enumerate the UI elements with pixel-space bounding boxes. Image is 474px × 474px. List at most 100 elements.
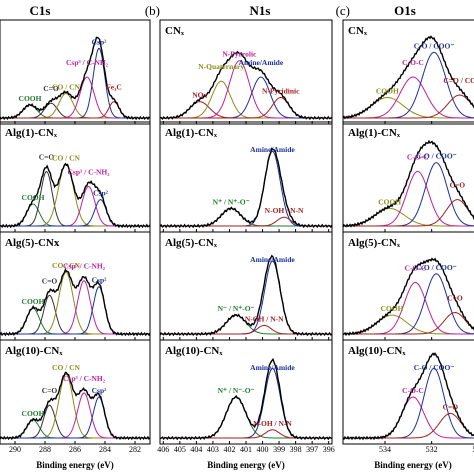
component-peak (343, 273, 474, 335)
x-tick-label: 406 (157, 445, 169, 454)
envelope-curve (160, 147, 332, 229)
panel-frame (342, 19, 474, 125)
c1s-title: C1s (30, 3, 51, 18)
peak-label: COOH (22, 297, 45, 306)
sample-label: Alg(1)-CNₓ (165, 127, 218, 139)
spectrum-panel: COOH C-O-CC-O / COO⁻ C=O Alg(1)-CNₓ (342, 121, 474, 233)
panel-frame (342, 339, 474, 445)
x-tick-label: 530 (472, 445, 474, 454)
peak-label: Csp² (92, 37, 108, 46)
x-tick-label: 405 (174, 445, 186, 454)
peak-label: N-OH / N-N (245, 314, 284, 323)
component-peak (0, 307, 150, 335)
sample-label: Alg(5)-CNₓ (348, 237, 401, 249)
sample-label: Alg(1)-CNₓ (5, 127, 58, 139)
peak-label: N-OH / N-N (265, 206, 304, 215)
panel-b-letter: (b) (145, 3, 160, 18)
component-peak (160, 216, 332, 227)
x-tick-label: 284 (99, 445, 111, 454)
n1s-title: N1s (250, 3, 271, 18)
peak-label: Csp² (92, 276, 108, 285)
peak-label: CO / CN (52, 363, 81, 372)
peak-label: N-Pyrrolic (222, 50, 257, 59)
x-tick-label: 403 (207, 445, 219, 454)
peak-label: CO / CN (52, 261, 81, 270)
envelope-curve (0, 371, 150, 441)
sample-label: Alg(10)-CNₓ (165, 345, 223, 357)
peak-label: C-O / COO⁻ (414, 41, 455, 50)
spectrum-panel: N⁺ / N⁻-O⁻ Amine/Amide N-OH / N-N Alg(10)-C… (159, 339, 333, 445)
sample-label: CNₓ (348, 25, 368, 37)
peak-label: COOH (378, 197, 401, 206)
peak-label: Csp³ / C-NH₂ (66, 58, 109, 67)
sample-label: CNₓ (165, 25, 185, 37)
peak-label: C=O (39, 152, 55, 161)
peak-label: Amine/Amide (250, 363, 295, 372)
peak-label: N⁻ / N⁺-O⁻ (218, 304, 255, 313)
x-tick-label: 290 (9, 445, 21, 454)
envelope-curve (0, 268, 150, 337)
x-tick-label: 404 (190, 445, 202, 454)
spectrum-panel: C-O-C C-O / COO⁻ C=O Alg(10)-CNₓ (342, 339, 474, 445)
peak-label: Csp² (92, 386, 108, 395)
o1s-title: O1s (394, 3, 416, 18)
envelope-curve (343, 139, 474, 228)
x-tick-label: 398 (290, 445, 302, 454)
envelope-curve (343, 257, 474, 337)
peak-label: Amine/Amide (250, 145, 295, 154)
component-peak (160, 367, 332, 439)
peak-label: Csp² (93, 189, 109, 198)
spectrum-panel: N⁻ / N⁺-O⁻ Amine/Amide N-OH / N-N Alg(5)-CN… (159, 231, 333, 341)
component-peak (343, 311, 474, 335)
x-tick-label: 396 (323, 445, 335, 454)
peak-label: C-O / COO⁻ (416, 263, 457, 272)
panel-c-letter: (c) (336, 3, 350, 18)
x-tick-label: 399 (273, 445, 285, 454)
peak-label: N⁺ / N⁻-O⁻ (218, 386, 255, 395)
panel-grid: COOH C=O CO / CN Csp³ / C-NH₂ Csp² Fe₃C COOH C=… (0, 19, 474, 470)
peak-label: C=O (443, 402, 459, 411)
component-peak (160, 150, 332, 227)
component-peak (343, 97, 474, 119)
peak-label: C=O (42, 386, 58, 395)
peak-label: N-Quaternary (198, 62, 244, 71)
panel-plot-area: N⁺ / N⁺-O⁻ Amine/Amide N-OH / N-N (160, 145, 332, 229)
peak-label: Fe₃C (106, 83, 122, 92)
peak-label: N⁺ / N⁺-O⁻ (213, 197, 250, 206)
peak-label: Amine/Amide (250, 255, 295, 264)
peak-label: C=O / CO (443, 76, 474, 85)
peak-label: COOH (22, 409, 45, 418)
peak-label: C-O-C (404, 263, 426, 272)
x-axis-title: Binding energy (eV) (36, 460, 114, 470)
x-tick-label: 397 (306, 445, 318, 454)
sample-label: Alg(1)-CNₓ (348, 127, 401, 139)
envelope-curve (160, 357, 332, 441)
panel-plot-area: N⁻ / N⁺-O⁻ Amine/Amide N-OH / N-N (160, 254, 332, 337)
peak-label: Amine/Amide (239, 58, 284, 67)
x-tick-label: 401 (240, 445, 252, 454)
peak-label: N-Pyridinic (262, 87, 300, 96)
spectrum-panel: COOH C-O-C C-O / COO⁻ C=O / CO CNₓ (342, 19, 474, 125)
peak-label: Csp³ / C-NH₂ (67, 167, 110, 176)
x-axis-title: Binding energy (eV) (207, 460, 285, 470)
x-tick-label: 286 (69, 445, 81, 454)
envelope-curve (160, 254, 332, 337)
component-peak (343, 94, 474, 119)
component-peak (343, 162, 474, 227)
x-axis-title: Binding energy (eV) (374, 460, 452, 470)
envelope-curve (0, 36, 150, 121)
peak-label: C=O (42, 276, 58, 285)
peak-label: C-O / COO⁻ (414, 363, 455, 372)
panel-plot-area: COOH C-O-C C-O / COO⁻ C=O / CO (343, 35, 474, 120)
panel-plot-area: COOH C-O-CC-O / COO⁻ C=O (343, 257, 474, 337)
component-peak (160, 101, 332, 119)
component-peak (160, 60, 332, 119)
peak-label: C=O (447, 294, 463, 303)
peak-label: COOH (381, 304, 404, 313)
peak-label: C-O-C (402, 58, 424, 67)
